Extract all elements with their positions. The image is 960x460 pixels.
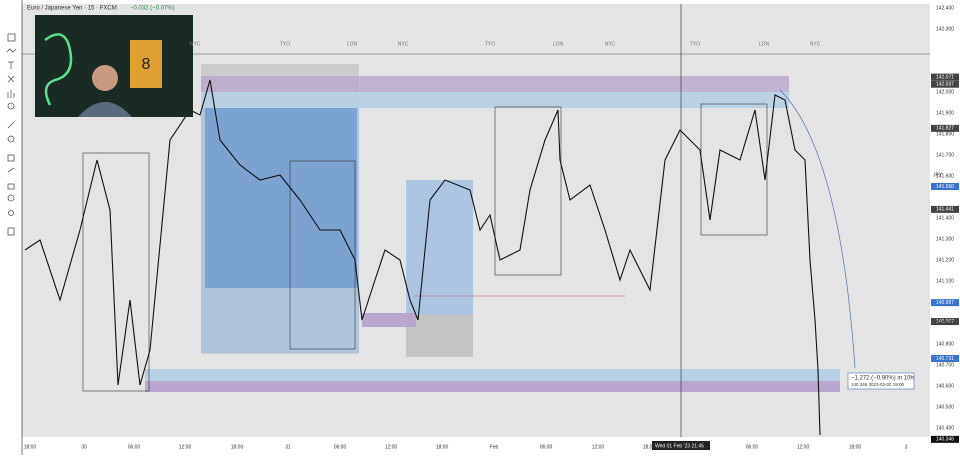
time-label: 30 (81, 444, 87, 450)
price-label: 140.800 (936, 341, 954, 347)
session-label: LON (553, 41, 564, 47)
price-label: 141.800 (936, 131, 954, 137)
price-label: 141.300 (936, 236, 954, 242)
time-label: 18:00 (24, 444, 37, 450)
price-label: 142.000 (936, 89, 954, 95)
price-tag (931, 73, 959, 81)
price-label: 140.907 (936, 319, 954, 325)
price-label: 141.550 (936, 184, 954, 190)
crosshair-box (652, 441, 710, 450)
time-label: 12:00 (179, 444, 192, 450)
price-label: 141.827 (936, 126, 954, 132)
price-label: 140.346 (936, 437, 954, 443)
price-label: 141.900 (936, 110, 954, 116)
time-label: 18:00 (436, 444, 449, 450)
price-label: 141.100 (936, 278, 954, 284)
price-tag (931, 205, 959, 213)
price-label: 142.071 (936, 74, 954, 80)
measure-text: −1.272 (−0.90%) in 10h (851, 376, 914, 382)
price-label: 141.400 (936, 215, 954, 221)
time-label: 06:00 (128, 444, 141, 450)
session-label: NYC (398, 41, 409, 47)
price-label: 141.200 (936, 257, 954, 263)
session-label: LON (347, 41, 358, 47)
time-label: 31 (285, 444, 291, 450)
price-tag (931, 124, 959, 132)
time-label: 06:00 (334, 444, 347, 450)
session-label: TYO (690, 41, 700, 47)
price-tag (931, 318, 959, 326)
time-label: 06:00 (540, 444, 553, 450)
time-label: 06:00 (746, 444, 759, 450)
time-label: 12:00 (385, 444, 398, 450)
price-line (24, 79, 821, 436)
price-label: 140.600 (936, 383, 954, 389)
measure-box (847, 372, 915, 390)
change: −0.032 (−0.07%) (130, 6, 175, 12)
price-label: 142.400 (936, 5, 954, 11)
price-tag (931, 435, 959, 443)
price-label: 141.700 (936, 152, 954, 158)
time-label: 18:00 (849, 444, 862, 450)
currency: JPY (933, 172, 943, 178)
session-label: LON (759, 41, 770, 47)
crosshair-label: Wed 01 Feb '23 21:45 (655, 443, 704, 449)
price-label: 142.037 (936, 82, 954, 88)
price-label: 140.997 (936, 300, 954, 306)
session-label: NYC (190, 41, 201, 47)
time-label: 12:00 (797, 444, 810, 450)
session-label: TYO (280, 41, 290, 47)
price-label: 140.400 (936, 425, 954, 431)
price-label: 140.500 (936, 404, 954, 410)
price-tag (931, 80, 959, 88)
time-label: 18:00 (231, 444, 244, 450)
price-label: 140.700 (936, 362, 954, 368)
price-tag (931, 299, 959, 307)
price-tag (931, 354, 959, 362)
webcam: 8 (35, 15, 193, 117)
price-label: 141.600 (936, 173, 954, 179)
session-label: TYO (485, 41, 495, 47)
price-label: 141.441 (936, 207, 954, 213)
symbol: Euro / Japanese Yen · 15 · FXCM (27, 6, 117, 12)
measure-detail: 140.346 2023-02-02 19:00 (851, 382, 905, 387)
price-label: 140.900 (936, 320, 954, 326)
session-label: NYC (810, 41, 821, 47)
price-label: 140.731 (936, 356, 954, 362)
price-tag (931, 183, 959, 190)
zones (22, 4, 930, 437)
toolbar (6, 0, 23, 455)
time-label: 12:00 (592, 444, 605, 450)
svg-text:8: 8 (142, 56, 151, 73)
time-label: 3 (905, 444, 908, 450)
time-label: Feb (490, 444, 499, 450)
session-label: NYC (605, 41, 616, 47)
time-label: 18:00 (643, 444, 656, 450)
price-label: 142.300 (936, 26, 954, 32)
